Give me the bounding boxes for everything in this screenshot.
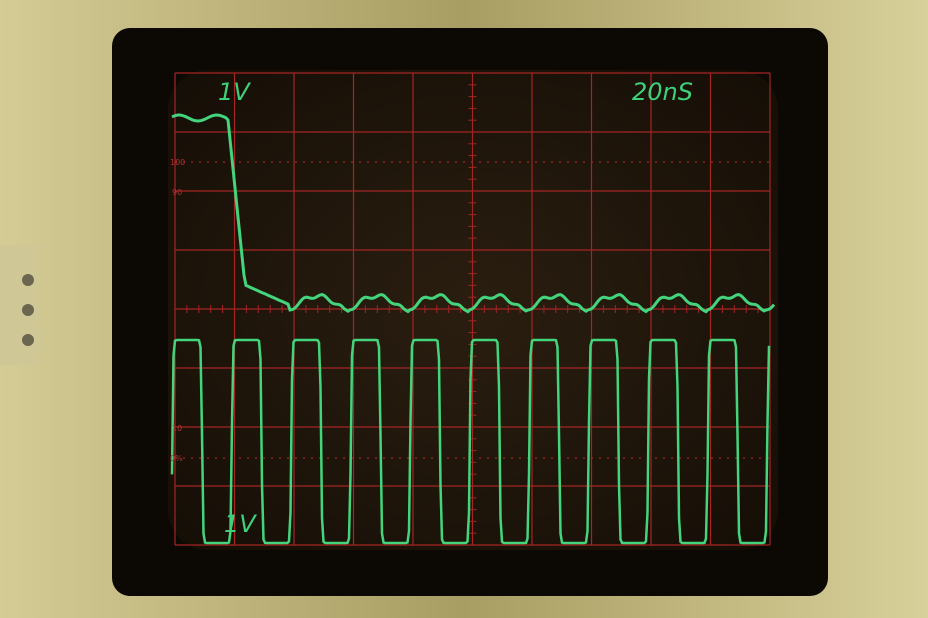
graticule-label: 10 xyxy=(172,424,182,433)
knob xyxy=(22,274,34,286)
channel-scale: 1V xyxy=(218,78,251,106)
graticule-label: 100 xyxy=(170,158,185,167)
side-panel xyxy=(0,245,40,365)
page: 1V 20nS 1V 100 90 10 0% (() => { const d… xyxy=(0,0,928,618)
channel-scale: 1V xyxy=(224,510,257,538)
graticule-label: 90 xyxy=(172,188,182,197)
timebase: 20nS xyxy=(632,78,693,106)
knob xyxy=(22,334,34,346)
oscilloscope-photo: 1V 20nS 1V 100 90 10 0% xyxy=(0,0,928,618)
knob xyxy=(22,304,34,316)
graticule-label: 0% xyxy=(170,454,183,463)
